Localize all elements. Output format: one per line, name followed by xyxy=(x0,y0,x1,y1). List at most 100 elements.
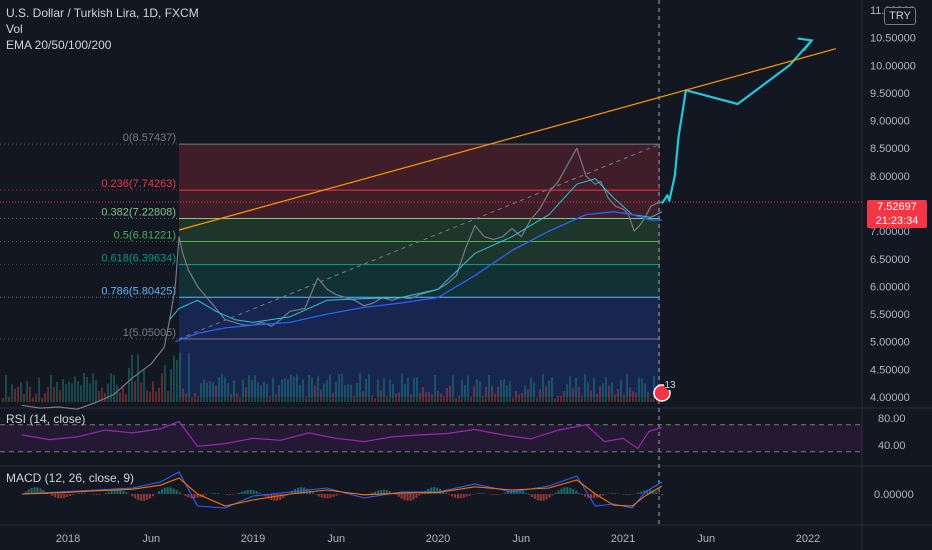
macd-histogram-bar xyxy=(24,491,27,494)
macd-histogram-bar xyxy=(566,487,569,494)
macd-histogram-bar xyxy=(252,489,255,494)
volume-bar xyxy=(56,381,58,402)
price-tick-label: 10.50000 xyxy=(870,33,916,45)
macd-histogram-bar xyxy=(637,492,640,494)
volume-bar xyxy=(188,353,190,402)
volume-bar xyxy=(62,378,64,402)
price-tick-label: 5.50000 xyxy=(870,309,910,321)
price-tick-label: 7.00000 xyxy=(870,226,910,238)
macd-histogram-bar xyxy=(382,489,385,494)
currency-selector[interactable]: TRY xyxy=(884,7,916,25)
volume-bar xyxy=(581,395,583,402)
volume-bar xyxy=(20,382,22,402)
volume-bar xyxy=(446,388,448,402)
macd-histogram-bar xyxy=(175,490,178,494)
volume-bar xyxy=(563,391,565,402)
volume-bar xyxy=(236,393,238,402)
macd-histogram-bar xyxy=(157,491,160,494)
volume-bar xyxy=(647,392,649,402)
macd-histogram-bar xyxy=(527,494,530,495)
macd-histogram-bar xyxy=(98,494,101,495)
macd-histogram-bar xyxy=(190,494,193,499)
volume-bar xyxy=(593,378,595,402)
macd-histogram-bar xyxy=(450,494,453,497)
volume-bar xyxy=(260,385,262,402)
volume-bar xyxy=(14,388,16,402)
volume-bar xyxy=(596,394,598,402)
macd-histogram-bar xyxy=(477,493,480,494)
volume-bar xyxy=(359,373,361,402)
volume-bar xyxy=(614,394,616,402)
volume-bar xyxy=(182,388,184,402)
volume-bar xyxy=(416,377,418,402)
macd-histogram-bar xyxy=(539,494,542,501)
fib-zone xyxy=(179,338,660,397)
volume-bar xyxy=(488,374,490,402)
volume-bar xyxy=(623,395,625,402)
volume-bar xyxy=(191,397,193,402)
volume-bar xyxy=(143,369,145,402)
macd-histogram-bar xyxy=(329,494,332,498)
volume-bar xyxy=(338,374,340,402)
rsi-legend: RSI (14, close) xyxy=(6,412,86,426)
macd-histogram-bar xyxy=(483,493,486,494)
macd-histogram-bar xyxy=(430,487,433,494)
fib-level-label: 0.5(6.81221) xyxy=(114,230,176,242)
time-tick-label: 2019 xyxy=(241,533,265,545)
macd-histogram-bar xyxy=(143,494,146,501)
volume-bar xyxy=(500,379,502,402)
volume-bar xyxy=(167,391,169,402)
volume-bar xyxy=(629,387,631,402)
volume-bar xyxy=(173,355,175,402)
macd-histogram-bar xyxy=(658,493,661,494)
volume-bar xyxy=(374,397,376,402)
volume-bar xyxy=(86,377,88,402)
macd-histogram-bar xyxy=(646,489,649,494)
volume-bar xyxy=(302,379,304,402)
macd-histogram-bar xyxy=(545,494,548,500)
volume-bar xyxy=(200,383,202,402)
macd-histogram-bar xyxy=(655,491,658,494)
time-tick-label: Jun xyxy=(327,533,345,545)
macd-histogram-bar xyxy=(394,494,397,495)
macd-histogram-bar xyxy=(267,494,270,499)
macd-histogram-bar xyxy=(400,494,403,499)
projection-arrowhead xyxy=(797,37,814,52)
ema-legend: EMA 20/50/100/200 xyxy=(6,38,112,52)
macd-histogram-bar xyxy=(462,494,465,498)
volume-bar xyxy=(530,377,532,402)
volume-bar xyxy=(26,381,28,402)
macd-histogram-bar xyxy=(69,494,72,496)
macd-histogram-bar xyxy=(551,494,554,496)
macd-histogram-bar xyxy=(595,494,598,498)
volume-bar xyxy=(65,384,67,402)
fib-level-label: 0.618(6.39634) xyxy=(101,253,176,265)
time-tick-label: Jun xyxy=(697,533,715,545)
macd-histogram-bar xyxy=(323,494,326,499)
macd-histogram-bar xyxy=(214,493,217,494)
macd-histogram-bar xyxy=(113,489,116,494)
time-tick-label: Jun xyxy=(142,533,160,545)
macd-histogram-bar xyxy=(507,491,510,494)
macd-histogram-bar xyxy=(184,494,187,497)
volume-bar xyxy=(224,377,226,402)
macd-histogram-bar xyxy=(80,493,83,494)
volume-bar xyxy=(464,384,466,402)
volume-bar xyxy=(8,396,10,402)
volume-bar xyxy=(245,387,247,402)
volume-bar xyxy=(206,382,208,402)
volume-bar xyxy=(494,393,496,402)
volume-bar xyxy=(215,385,217,402)
volume-bar xyxy=(203,379,205,402)
macd-histogram-bar xyxy=(63,494,66,498)
volume-bar xyxy=(470,396,472,402)
volume-bar xyxy=(398,392,400,402)
macd-histogram-bar xyxy=(42,489,45,494)
macd-histogram-bar xyxy=(649,489,652,494)
fib-level-label: 1(5.05005) xyxy=(123,327,176,339)
volume-bar xyxy=(401,373,403,402)
macd-histogram-bar xyxy=(601,494,604,496)
macd-histogram-bar xyxy=(385,490,388,494)
macd-histogram-bar xyxy=(335,494,338,496)
